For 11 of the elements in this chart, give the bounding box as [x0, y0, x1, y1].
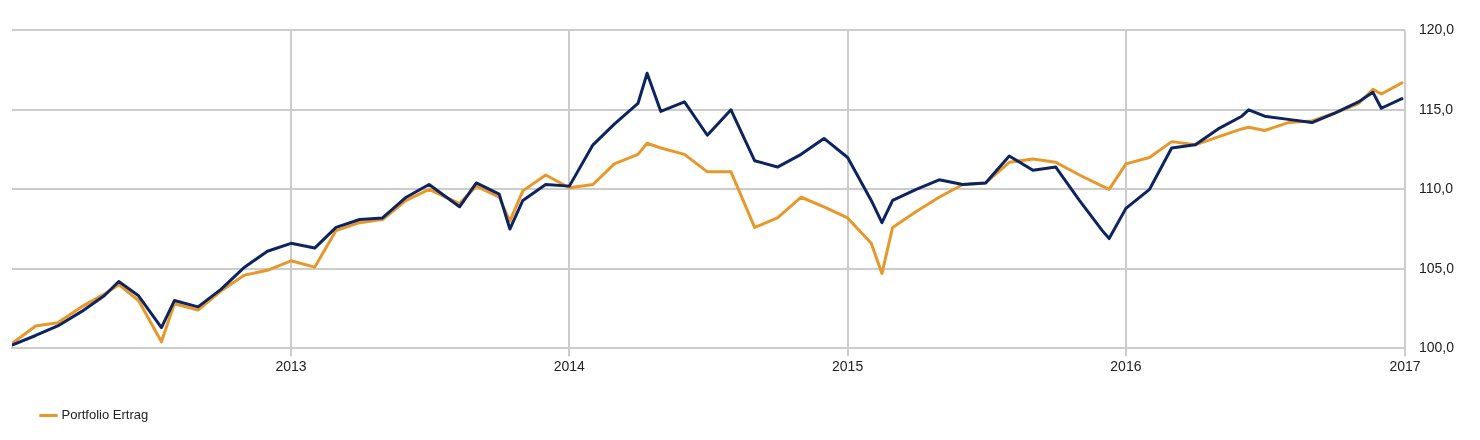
- legend-label: Portfolio Ertrag: [61, 407, 149, 423]
- y-tick-label: 105,0: [1418, 259, 1455, 276]
- y-tick-label: 100,0: [1418, 339, 1455, 356]
- x-tick-label: 2014: [553, 358, 586, 375]
- x-tick-label: 2017: [1389, 358, 1421, 375]
- y-tick-label: 110,0: [1418, 180, 1454, 197]
- x-tick-label: 2016: [1110, 358, 1142, 375]
- y-tick-label: 120,0: [1418, 21, 1455, 38]
- x-tick-label: 2013: [275, 358, 307, 375]
- y-tick-label: 115,0: [1418, 100, 1454, 117]
- x-tick-label: 2015: [832, 358, 864, 375]
